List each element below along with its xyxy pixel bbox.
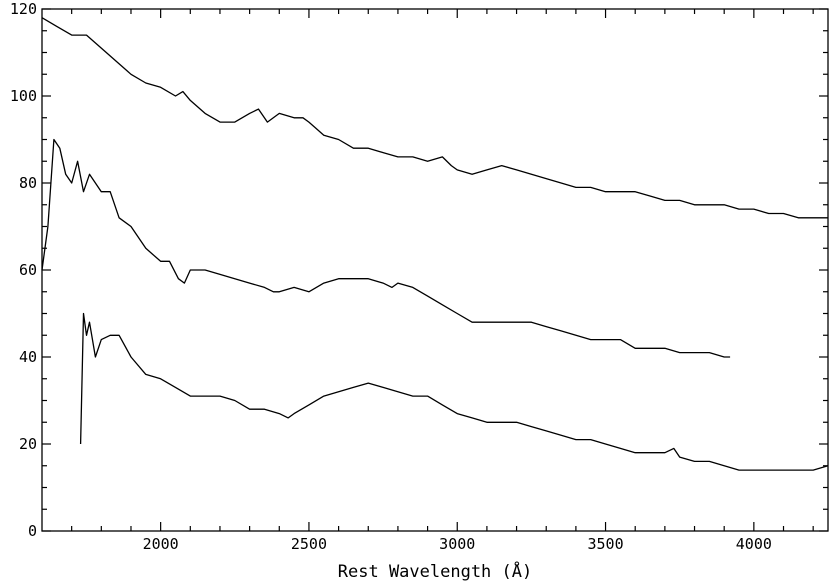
y-tick-label: 60	[19, 261, 37, 279]
plot-frame	[41, 8, 829, 532]
ticks-group	[42, 8, 828, 532]
y-tick-label: 80	[19, 174, 37, 192]
y-tick-label: 120	[10, 0, 37, 18]
x-tick-label: 2000	[143, 535, 179, 553]
tick-labels-group: 2000 2500 3000 3500 4000 0 20 40 60 80 100 120	[10, 0, 772, 553]
x-axis-title: Rest Wavelength (Å)	[338, 560, 532, 582]
x-tick-label: 2500	[291, 535, 327, 553]
x-tick-label: 3500	[587, 535, 623, 553]
y-tick-label: 40	[19, 348, 37, 366]
spectrum-line-1	[41, 17, 828, 219]
y-tick-label: 100	[10, 87, 37, 105]
spectra-group	[41, 17, 829, 471]
y-tick-label: 0	[28, 522, 37, 540]
x-tick-label: 4000	[736, 535, 772, 553]
x-tick-label: 3000	[439, 535, 475, 553]
spectrum-line-2	[41, 138, 731, 358]
y-tick-label: 20	[19, 435, 37, 453]
spectrum-line-3	[79, 312, 829, 471]
